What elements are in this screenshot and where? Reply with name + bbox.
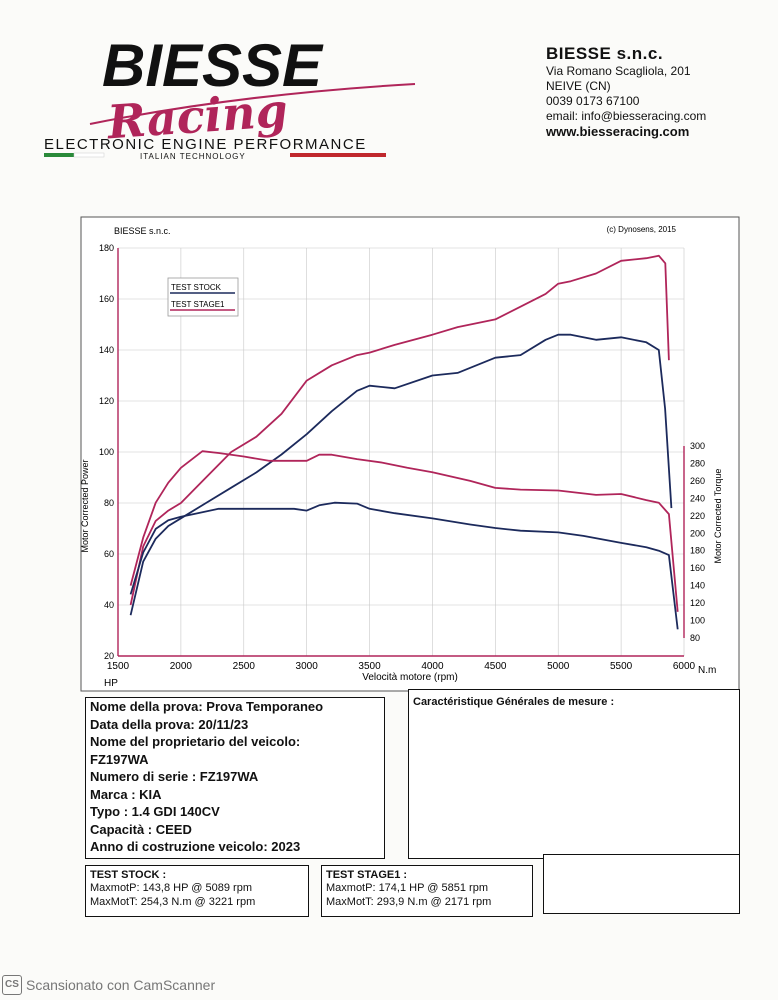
chart-axes: 1500 2000 2500 3000 3500 4000 4500 5000 5500 6000… <box>99 243 705 672</box>
x-tick-label: 2500 <box>233 661 256 672</box>
info-row: Capacità : CEED <box>90 821 192 837</box>
y-right-tick-label: 300 <box>690 441 705 451</box>
stage1-max-torque: MaxMotT: 293,9 N.m @ 2171 rpm <box>326 896 492 908</box>
stock-results-box: TEST STOCK : MaxmotP: 143,8 HP @ 5089 rp… <box>85 865 309 917</box>
scanner-footer: CS Scansionato con CamScanner <box>2 975 215 995</box>
y-left-tick-label: 40 <box>104 600 114 610</box>
y-left-tick-label: 140 <box>99 345 114 355</box>
x-axis-label: Velocità motore (rpm) <box>362 672 458 683</box>
logo-swoosh <box>89 83 416 125</box>
x-tick-label: 5000 <box>547 661 570 672</box>
x-tick-label: 6000 <box>673 661 696 672</box>
y-left-tick-label: 120 <box>99 396 114 406</box>
y-right-tick-label: 180 <box>690 546 705 556</box>
x-tick-label: 5500 <box>610 661 633 672</box>
series-line <box>129 450 679 612</box>
stage1-results-box: TEST STAGE1 : MaxmotP: 174,1 HP @ 5851 r… <box>321 865 533 917</box>
y-axis-left-label: Motor Corrected Power <box>80 459 90 552</box>
logo-subtag: ITALIAN TECHNOLOGY <box>140 152 246 161</box>
flag-red <box>290 153 386 157</box>
info-row: Data della prova: 20/11/23 <box>90 716 249 732</box>
legend-label-stock: TEST STOCK <box>171 283 222 292</box>
chart-title-left: BIESSE s.n.c. <box>114 226 171 236</box>
y-right-tick-label: 120 <box>690 598 705 608</box>
y-right-tick-label: 200 <box>690 528 705 538</box>
company-info: BIESSE s.n.c. Via Romano Scagliola, 201 … <box>546 44 766 139</box>
y-right-tick-label: 100 <box>690 616 705 626</box>
y-right-tick-label: 140 <box>690 581 705 591</box>
y-right-tick-label: 160 <box>690 563 705 573</box>
series-line <box>129 501 679 630</box>
x-tick-label: 1500 <box>107 661 130 672</box>
measure-title: Caractéristique Générales de mesure : <box>413 696 615 708</box>
company-name: BIESSE s.n.c. <box>546 44 664 63</box>
company-email: email: info@biesseracing.com <box>546 109 707 123</box>
info-row: Typo : 1.4 GDI 140CV <box>90 804 220 819</box>
company-city: NEIVE (CN) <box>546 79 611 93</box>
empty-box <box>543 854 740 914</box>
x-tick-label: 3000 <box>296 661 319 672</box>
measure-characteristics-box: Caractéristique Générales de mesure : <box>408 689 740 859</box>
flag-white <box>73 152 105 158</box>
x-tick-label: 4500 <box>484 661 507 672</box>
chart-series <box>129 254 679 630</box>
camscanner-icon: CS <box>2 975 22 995</box>
footer-text: Scansionato con CamScanner <box>26 977 216 993</box>
stock-results-title: TEST STOCK : <box>90 869 167 881</box>
y-left-tick-label: 180 <box>99 243 114 253</box>
test-info-rows: Nome della prova: Prova Temporaneo Data … <box>86 698 384 856</box>
y-right-tick-label: 260 <box>690 476 705 486</box>
y-right-tick-label: 280 <box>690 458 705 468</box>
company-address: Via Romano Scagliola, 201 <box>546 64 691 78</box>
stage1-results-title: TEST STAGE1 : <box>326 869 408 881</box>
info-row: Nome della prova: Prova Temporaneo <box>90 699 324 714</box>
info-row: Marca : KIA <box>90 786 162 802</box>
logo-brand: BIESSE <box>102 32 324 99</box>
dyno-chart: BIESSE s.n.c. (c) Dynosens, 2015 1500 200… <box>80 216 740 692</box>
company-website: www.biesseracing.com <box>546 124 690 139</box>
y-left-tick-label: 100 <box>99 447 114 457</box>
stage1-max-power: MaxmotP: 174,1 HP @ 5851 rpm <box>326 882 488 894</box>
flag-green <box>44 153 74 157</box>
y-left-tick-label: 160 <box>99 294 114 304</box>
x-tick-label: 2000 <box>170 661 193 672</box>
x-tick-label: 4000 <box>421 661 444 672</box>
series-line <box>129 333 673 616</box>
company-phone: 0039 0173 67100 <box>546 94 640 108</box>
x-tick-label: 3500 <box>358 661 381 672</box>
stock-max-power: MaxmotP: 143,8 HP @ 5089 rpm <box>90 882 252 894</box>
stock-max-torque: MaxMotT: 254,3 N.m @ 3221 rpm <box>90 896 256 908</box>
logo-tagline: ELECTRONIC ENGINE PERFORMANCE <box>44 136 367 153</box>
test-info-box: Nome della prova: Prova Temporaneo Data … <box>85 697 385 859</box>
dyno-chart-svg: BIESSE s.n.c. (c) Dynosens, 2015 1500 200… <box>80 216 740 692</box>
chart-title-right: (c) Dynosens, 2015 <box>607 225 677 234</box>
y-right-tick-label: 80 <box>690 633 700 643</box>
info-row: FZ197WA <box>90 751 149 767</box>
series-line <box>129 254 670 606</box>
biesse-racing-logo: BIESSE Racing ELECTRONIC ENGINE PERFORMA… <box>40 24 420 164</box>
y-axis-right-unit: N.m <box>698 665 716 676</box>
y-right-tick-label: 220 <box>690 511 705 521</box>
y-left-tick-label: 60 <box>104 549 114 559</box>
legend-label-stage1: TEST STAGE1 <box>171 300 225 309</box>
info-row: Nome del proprietario del veicolo: <box>90 734 301 749</box>
y-left-tick-label: 20 <box>104 651 114 661</box>
info-row: Anno di costruzione veicolo: 2023 <box>90 839 301 854</box>
y-axis-right-label: Motor Corrected Torque <box>713 469 723 564</box>
info-row: Numero di serie : FZ197WA <box>90 769 259 784</box>
y-axis-left-unit: HP <box>104 678 118 689</box>
y-left-tick-label: 80 <box>104 498 114 508</box>
chart-legend: TEST STOCK TEST STAGE1 <box>167 277 239 317</box>
y-right-tick-label: 240 <box>690 493 705 503</box>
